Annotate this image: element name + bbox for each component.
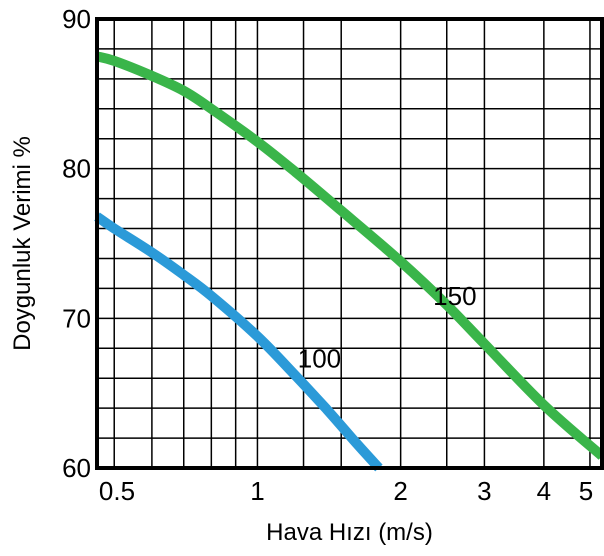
plot-frame: [95, 17, 604, 470]
series-label-150: 150: [433, 281, 476, 311]
y-tick-label: 60: [62, 453, 91, 483]
x-tick-label: 2: [393, 476, 407, 506]
series-line-150: [95, 51, 604, 460]
y-tick-label: 70: [62, 303, 91, 333]
x-tick-label: 4: [537, 476, 551, 506]
x-tick-label: 3: [477, 476, 491, 506]
y-tick-label: 90: [62, 4, 91, 34]
x-tick-label: 0.5: [99, 476, 135, 506]
x-axis-title: Hava Hızı (m/s): [266, 519, 433, 546]
series-label-100: 100: [298, 344, 341, 374]
y-axis-title: Doygunluk Verimi %: [9, 136, 36, 351]
series-labels: 150 100: [298, 281, 477, 374]
x-tick-label: 1: [250, 476, 264, 506]
y-tick-label: 80: [62, 154, 91, 184]
x-tick-labels: 0.5 1 2 3 4 5: [99, 476, 593, 506]
x-tick-label: 5: [579, 476, 593, 506]
series-layer: [94, 51, 604, 472]
y-tick-labels: 60 70 80 90: [62, 4, 91, 483]
series-line-100: [94, 212, 383, 472]
